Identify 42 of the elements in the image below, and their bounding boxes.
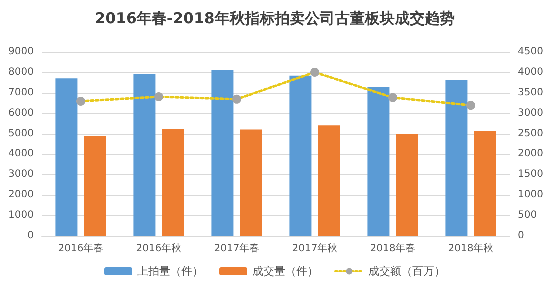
x-tick-label: 2017年春 [214,242,260,254]
y-tick-label: 9000 [8,46,34,58]
y2-tick-label: 3500 [518,87,544,98]
bar [162,129,184,236]
bar [318,126,340,236]
chart-title: 2016年春-2018年秋指标拍卖公司古董板块成交趋势 [95,10,455,28]
y2-tick-label: 1000 [518,190,544,201]
y-tick-label: 2000 [8,190,34,201]
y2-tick-label: 1500 [518,169,544,180]
bar [290,76,312,236]
x-tick-label: 2017年秋 [292,242,338,254]
y-tick-label: 1000 [8,210,34,222]
y-tick-label: 6000 [8,108,34,119]
legend-label: 上拍量（件） [138,265,204,278]
y-tick-label: 8000 [8,66,34,78]
y2-tick-label: 4000 [518,66,544,78]
bar [474,132,496,236]
y2-tick-label: 500 [518,210,538,222]
legend-label: 成交量（件） [252,265,318,278]
x-tick-label: 2016年春 [58,242,104,254]
y2-tick-label: 2000 [518,148,544,160]
x-tick-label: 2018年春 [370,242,416,254]
x-tick-label: 2016年秋 [136,242,182,254]
bar [240,130,262,236]
y-tick-label: 3000 [8,169,34,180]
bar [84,136,106,236]
bar [134,74,156,236]
y-tick-label: 0 [28,230,34,242]
bar [446,80,468,236]
bar [396,134,418,236]
bar [56,78,78,236]
legend-label: 成交额（百万） [368,265,446,278]
y2-tick-label: 0 [518,230,524,242]
y2-tick-label: 2500 [518,128,544,140]
x-tick-label: 2018年秋 [448,242,494,254]
y-tick-label: 7000 [8,87,34,98]
bar [212,70,234,236]
y2-tick-label: 3000 [518,108,544,119]
y-tick-label: 5000 [8,128,34,140]
y-tick-label: 4000 [8,148,34,160]
bar [368,87,390,236]
y2-tick-label: 4500 [518,46,544,58]
